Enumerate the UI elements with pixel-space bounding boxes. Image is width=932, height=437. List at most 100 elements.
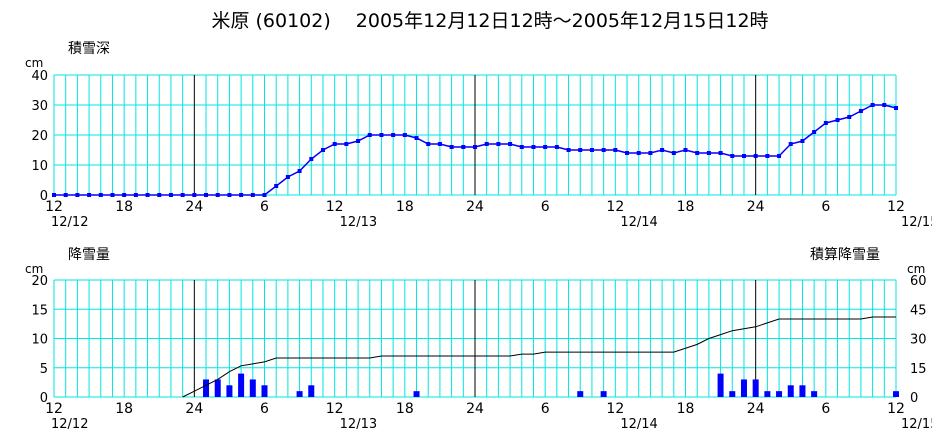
snow-depth-point — [765, 154, 770, 158]
x-tick-label: 24 — [185, 401, 203, 417]
right-y-tick-label: 30 — [910, 333, 927, 348]
snow-depth-point — [648, 151, 653, 155]
snow-depth-point — [484, 142, 489, 146]
snowfall-bar — [740, 379, 747, 397]
date-label: 12/15 — [901, 417, 932, 432]
snow-depth-point — [812, 130, 817, 134]
x-tick-label: 24 — [747, 401, 765, 417]
snow-depth-point — [297, 169, 302, 173]
x-tick-label: 6 — [821, 401, 830, 417]
snow-depth-point — [800, 139, 805, 143]
snow-depth-point — [683, 148, 688, 152]
snow-depth-point — [894, 106, 898, 110]
x-tick-label: 6 — [260, 401, 269, 417]
snowfall-bar — [577, 391, 584, 397]
y-tick-label: 40 — [31, 69, 48, 84]
snow-depth-point — [204, 193, 209, 197]
snowfall-unit: cm — [25, 262, 43, 276]
snow-depth-point — [262, 193, 267, 197]
snow-depth-point — [730, 154, 735, 158]
snow-depth-point — [566, 148, 571, 152]
snow-depth-point — [402, 133, 407, 137]
x-tick-label: 6 — [541, 199, 550, 215]
x-tick-label: 24 — [185, 199, 203, 215]
snow-depth-point — [87, 193, 92, 197]
date-label: 12/13 — [340, 215, 377, 230]
x-tick-label: 12 — [326, 199, 344, 215]
x-tick-label: 18 — [677, 401, 695, 417]
x-tick-label: 12 — [887, 401, 905, 417]
snow-depth-point — [753, 154, 758, 158]
snow-depth-point — [356, 139, 361, 143]
snow-depth-point — [426, 142, 431, 146]
snow-depth-point — [706, 151, 711, 155]
snow-depth-point — [110, 193, 115, 197]
y-tick-label: 20 — [31, 274, 48, 289]
date-label: 12/12 — [51, 215, 88, 230]
date-label: 12/14 — [620, 215, 657, 230]
snow-depth-point — [601, 148, 606, 152]
snow-depth-point — [777, 154, 782, 158]
snow-depth-point — [519, 145, 524, 149]
snow-depth-point — [531, 145, 536, 149]
snow-depth-point — [192, 193, 197, 197]
snow-depth-point — [320, 148, 325, 152]
snowfall-bar — [893, 391, 899, 397]
snowfall-bar — [752, 379, 759, 397]
snow-depth-point — [215, 193, 220, 197]
y-tick-label: 0 — [40, 189, 48, 204]
snowfall-bar — [787, 385, 794, 397]
snowfall-bar — [261, 385, 268, 397]
snow-depth-point — [449, 145, 454, 149]
x-tick-label: 18 — [677, 199, 695, 215]
snow-depth-point — [180, 193, 185, 197]
snowfall-bar — [214, 379, 221, 397]
snow-depth-point — [695, 151, 700, 155]
snowfall-bar — [203, 379, 210, 397]
right-y-tick-label: 45 — [910, 303, 927, 318]
snowfall-bar — [717, 373, 724, 397]
x-tick-label: 12 — [326, 401, 344, 417]
date-label: 12/15 — [901, 215, 932, 230]
snow-depth-unit: cm — [25, 56, 43, 70]
snow-depth-point — [625, 151, 630, 155]
snow-depth-point — [367, 133, 372, 137]
snow-depth-point — [823, 121, 828, 125]
y-tick-label: 20 — [31, 129, 48, 144]
snowfall-bar — [238, 373, 245, 397]
snow-depth-point — [122, 193, 127, 197]
x-tick-label: 12 — [45, 401, 63, 417]
snow-depth-point — [473, 145, 477, 149]
snow-depth-point — [168, 193, 173, 197]
x-tick-label: 24 — [466, 401, 484, 417]
y-tick-label: 10 — [31, 333, 48, 348]
chart-title: 米原 (60102) 2005年12月12日12時～2005年12月15日12時 — [211, 10, 768, 32]
snow-depth-point — [835, 118, 840, 122]
snow-depth-point — [543, 145, 548, 149]
snowfall-bar — [776, 391, 783, 397]
snow-depth-point — [554, 145, 559, 149]
snow-depth-point — [496, 142, 501, 146]
date-label: 12/14 — [620, 417, 657, 432]
snow-depth-point — [379, 133, 384, 137]
snowfall-bar — [308, 385, 315, 397]
snow-depth-point — [718, 151, 723, 155]
x-tick-label: 24 — [466, 199, 484, 215]
snow-depth-point — [636, 151, 641, 155]
snow-depth-point — [578, 148, 583, 152]
date-label: 12/13 — [340, 417, 377, 432]
x-tick-label: 12 — [887, 199, 905, 215]
snow-depth-point — [274, 184, 279, 188]
cumulative-snowfall-line — [182, 316, 896, 398]
snow-depth-point — [671, 151, 676, 155]
snow-depth-point — [437, 142, 442, 146]
snow-depth-point — [660, 148, 665, 152]
snowfall-bar — [729, 391, 736, 397]
x-tick-label: 12 — [45, 199, 63, 215]
x-tick-label: 6 — [541, 401, 550, 417]
right-y-tick-label: 60 — [910, 274, 927, 289]
right-y-tick-label: 0 — [910, 391, 918, 406]
snow-depth-point — [741, 154, 746, 158]
x-tick-label: 18 — [396, 199, 414, 215]
